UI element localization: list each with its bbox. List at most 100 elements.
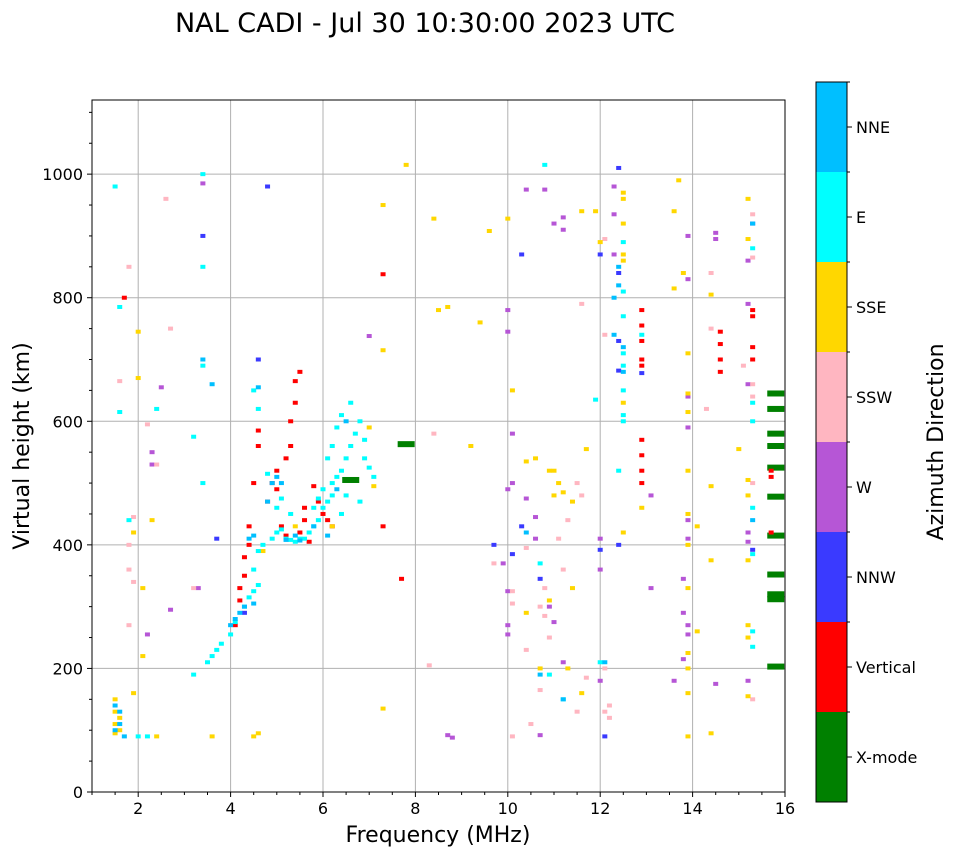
- data-point: [292, 400, 298, 405]
- data-point: [569, 586, 575, 591]
- data-point: [611, 252, 617, 257]
- data-point: [274, 530, 280, 535]
- data-point: [205, 660, 210, 665]
- data-point: [745, 382, 751, 387]
- y-tick-label: 800: [52, 289, 83, 308]
- data-point: [750, 552, 756, 557]
- plot-background: [92, 100, 785, 792]
- data-point: [546, 604, 552, 609]
- data-point: [329, 444, 335, 448]
- data-point: [708, 484, 714, 489]
- data-point: [579, 209, 585, 214]
- data-point: [343, 493, 349, 498]
- data-point: [325, 533, 331, 538]
- data-point: [200, 233, 206, 238]
- data-point: [708, 731, 714, 736]
- colorbar-tick-label: E: [856, 208, 866, 227]
- data-point: [436, 308, 441, 313]
- data-point: [209, 734, 215, 739]
- data-point: [616, 165, 622, 170]
- data-point: [283, 537, 289, 542]
- data-point: [168, 326, 174, 331]
- data-point: [597, 567, 603, 572]
- data-point: [117, 379, 123, 384]
- data-point: [717, 369, 723, 374]
- data-point: [288, 419, 294, 424]
- data-point: [620, 419, 626, 424]
- data-point: [750, 400, 756, 405]
- data-point: [750, 314, 756, 319]
- data-point: [135, 734, 141, 739]
- data-point: [228, 623, 234, 628]
- data-point: [477, 320, 483, 325]
- data-point: [750, 246, 756, 251]
- data-point: [685, 632, 691, 637]
- data-point: [750, 394, 756, 399]
- colorbar-tick-label: SSW: [856, 388, 892, 407]
- data-point: [232, 623, 238, 628]
- data-point: [265, 471, 271, 476]
- data-point: [315, 518, 321, 523]
- data-point: [200, 363, 206, 368]
- data-point: [509, 552, 515, 557]
- x-axis-ticks: 2 4 6 8 10 12 14 16: [91, 792, 795, 818]
- data-point: [680, 610, 686, 615]
- data-point: [639, 332, 645, 337]
- data-point: [140, 586, 146, 591]
- data-point: [537, 604, 543, 609]
- data-point: [288, 444, 294, 448]
- data-point: [616, 338, 622, 343]
- data-point: [449, 735, 455, 740]
- data-point: [338, 511, 344, 516]
- data-point: [560, 697, 566, 702]
- data-point: [750, 308, 756, 313]
- data-point: [685, 650, 691, 655]
- data-point: [639, 468, 645, 473]
- data-point: [620, 388, 626, 393]
- data-point: [149, 518, 155, 523]
- data-point: [311, 524, 317, 529]
- data-point: [112, 703, 118, 708]
- x-tick-label: 6: [318, 799, 328, 818]
- data-point: [320, 487, 326, 492]
- data-point: [371, 484, 377, 489]
- data-point: [168, 607, 174, 612]
- data-point: [126, 623, 132, 628]
- data-point: [685, 233, 691, 238]
- data-point: [523, 459, 529, 464]
- data-point: [486, 228, 492, 233]
- data-point: [685, 542, 691, 547]
- data-point: [616, 283, 622, 288]
- data-point: [750, 644, 756, 649]
- data-point: [505, 589, 511, 594]
- data-point: [144, 632, 150, 637]
- data-point: [357, 419, 363, 424]
- data-point: [680, 657, 686, 662]
- data-point: [750, 255, 756, 260]
- data-point: [745, 196, 751, 201]
- data-point: [112, 728, 118, 733]
- data-point: [533, 536, 539, 541]
- grid: [92, 100, 786, 793]
- data-point: [342, 476, 360, 483]
- data-point: [574, 709, 580, 714]
- data-point: [745, 477, 751, 482]
- data-point: [602, 660, 608, 665]
- data-point: [269, 536, 275, 541]
- colorbar: X-mode Vertical NNW W SSW SSE E NNE: [815, 81, 917, 803]
- data-point: [750, 629, 756, 634]
- data-point: [597, 252, 603, 257]
- data-point: [767, 493, 785, 500]
- data-point: [740, 363, 746, 368]
- data-point: [685, 536, 691, 541]
- data-point: [648, 493, 654, 498]
- data-point: [560, 567, 566, 572]
- data-point: [620, 363, 626, 368]
- data-point: [537, 666, 543, 671]
- data-point: [431, 431, 437, 436]
- data-point: [338, 413, 344, 418]
- data-point: [112, 731, 118, 736]
- data-point: [366, 465, 372, 470]
- data-point: [767, 464, 785, 471]
- colorbar-tick-label: NNW: [856, 568, 896, 587]
